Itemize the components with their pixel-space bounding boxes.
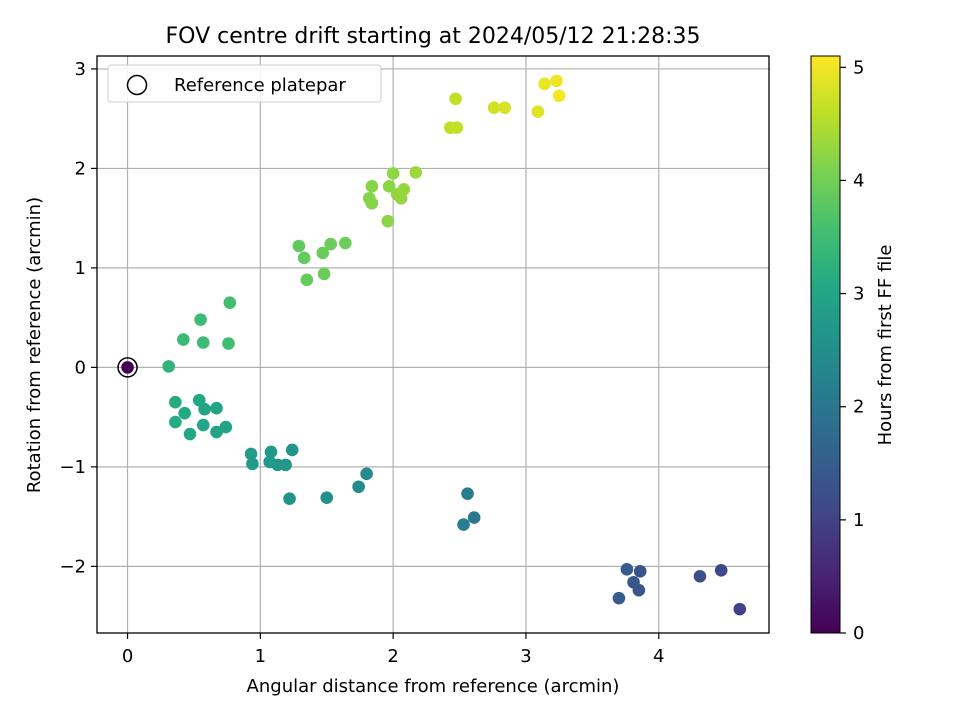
- scatter-point: [219, 420, 233, 434]
- colorbar-tick-label: 0: [853, 623, 864, 644]
- scatter-point: [283, 492, 296, 505]
- scatter-point: [365, 180, 379, 193]
- y-tick-label: 0: [75, 357, 86, 378]
- scatter-point: [183, 427, 197, 441]
- scatter-point: [339, 236, 352, 250]
- scatter-point: [297, 251, 311, 265]
- scatter-point: [177, 333, 190, 346]
- scatter-point: [552, 89, 566, 103]
- scatter-point: [292, 239, 306, 253]
- scatter-point: [365, 196, 379, 210]
- colorbar-tick-label: 3: [853, 284, 864, 305]
- legend-box: [107, 64, 382, 103]
- scatter-point: [360, 467, 373, 481]
- x-tick-label: 0: [122, 646, 133, 667]
- scatter-point: [162, 360, 176, 373]
- colorbar-label: Hours from first FF file: [875, 245, 896, 446]
- scatter-point: [324, 237, 338, 251]
- x-axis-ticks: 0 1 2 3 4: [122, 633, 664, 667]
- scatter-point: [633, 565, 647, 578]
- legend-entry-reference: Reference platepar: [174, 75, 346, 96]
- scatter-point: [386, 167, 400, 180]
- scatter-point: [457, 518, 470, 531]
- y-tick-label: −1: [59, 457, 86, 478]
- colorbar-tick-label: 4: [853, 170, 864, 191]
- scatter-point: [409, 166, 423, 179]
- scatter-point: [244, 447, 258, 461]
- colorbar-tick-label: 5: [853, 57, 864, 78]
- scatter-point: [192, 393, 206, 407]
- scatter-point: [194, 313, 207, 326]
- legend-reference-marker: [126, 74, 148, 96]
- scatter-point: [285, 443, 299, 457]
- scatter-point: [627, 575, 640, 589]
- scatter-point: [450, 121, 464, 134]
- scatter-point: [714, 564, 728, 577]
- scatter-point: [467, 511, 481, 524]
- reference-platepar-marker: [117, 357, 138, 378]
- scatter-point: [449, 92, 462, 106]
- scatter-point: [498, 101, 512, 115]
- scatter-point: [487, 101, 501, 115]
- x-axis-label: Angular distance from reference (arcmin): [247, 676, 620, 697]
- y-axis-ticks: −2 −1 0 1 2 3: [59, 59, 97, 577]
- scatter-point: [121, 361, 134, 374]
- scatter-point: [352, 480, 365, 494]
- colorbar-tick-label: 2: [853, 397, 864, 418]
- scatter-point: [620, 563, 634, 576]
- x-tick-label: 4: [653, 646, 664, 667]
- scatter-point: [246, 457, 259, 471]
- y-tick-label: 3: [75, 59, 86, 80]
- chart-title: FOV centre drift starting at 2024/05/12 …: [166, 24, 701, 49]
- colorbar-tick-label: 1: [853, 510, 864, 531]
- scatter-points: [117, 74, 747, 616]
- scatter-point: [222, 337, 235, 350]
- scatter-point: [210, 425, 223, 439]
- scatter-point: [300, 273, 314, 287]
- plot-frame: [96, 55, 770, 634]
- colorbar-gradient: [810, 55, 841, 634]
- scatter-point: [316, 246, 330, 260]
- scatter-point: [612, 591, 626, 605]
- scatter-point: [382, 180, 396, 193]
- scatter-point: [461, 487, 474, 501]
- scatter-point: [733, 602, 747, 616]
- y-tick-label: −2: [59, 556, 86, 577]
- scatter-point: [531, 105, 545, 119]
- scatter-point: [397, 183, 411, 196]
- x-tick-label: 1: [255, 646, 266, 667]
- scatter-point: [264, 445, 278, 459]
- scatter-point: [320, 491, 334, 505]
- x-tick-label: 3: [520, 646, 531, 667]
- scatter-point: [538, 77, 551, 91]
- scatter-point: [317, 267, 331, 281]
- x-tick-label: 2: [387, 646, 398, 667]
- scatter-point: [196, 418, 210, 432]
- y-tick-label: 2: [75, 158, 86, 179]
- colorbar-ticks: 0 1 2 3 4 5: [840, 57, 864, 644]
- scatter-point: [169, 395, 182, 409]
- scatter-point: [550, 74, 563, 88]
- colorbar: 0 1 2 3 4 5 Hours from first FF file: [810, 55, 896, 644]
- scatter-point: [693, 569, 707, 583]
- y-axis-label: Rotation from reference (arcmin): [24, 197, 45, 493]
- scatter-point: [210, 401, 223, 415]
- scatter-point: [223, 296, 237, 310]
- scatter-point: [196, 336, 210, 349]
- scatter-point: [178, 406, 191, 420]
- y-tick-label: 1: [75, 258, 86, 279]
- scatter-point: [381, 214, 395, 228]
- legend: Reference platepar: [107, 64, 382, 103]
- scatter-point: [263, 455, 276, 469]
- scatter-point: [169, 415, 182, 429]
